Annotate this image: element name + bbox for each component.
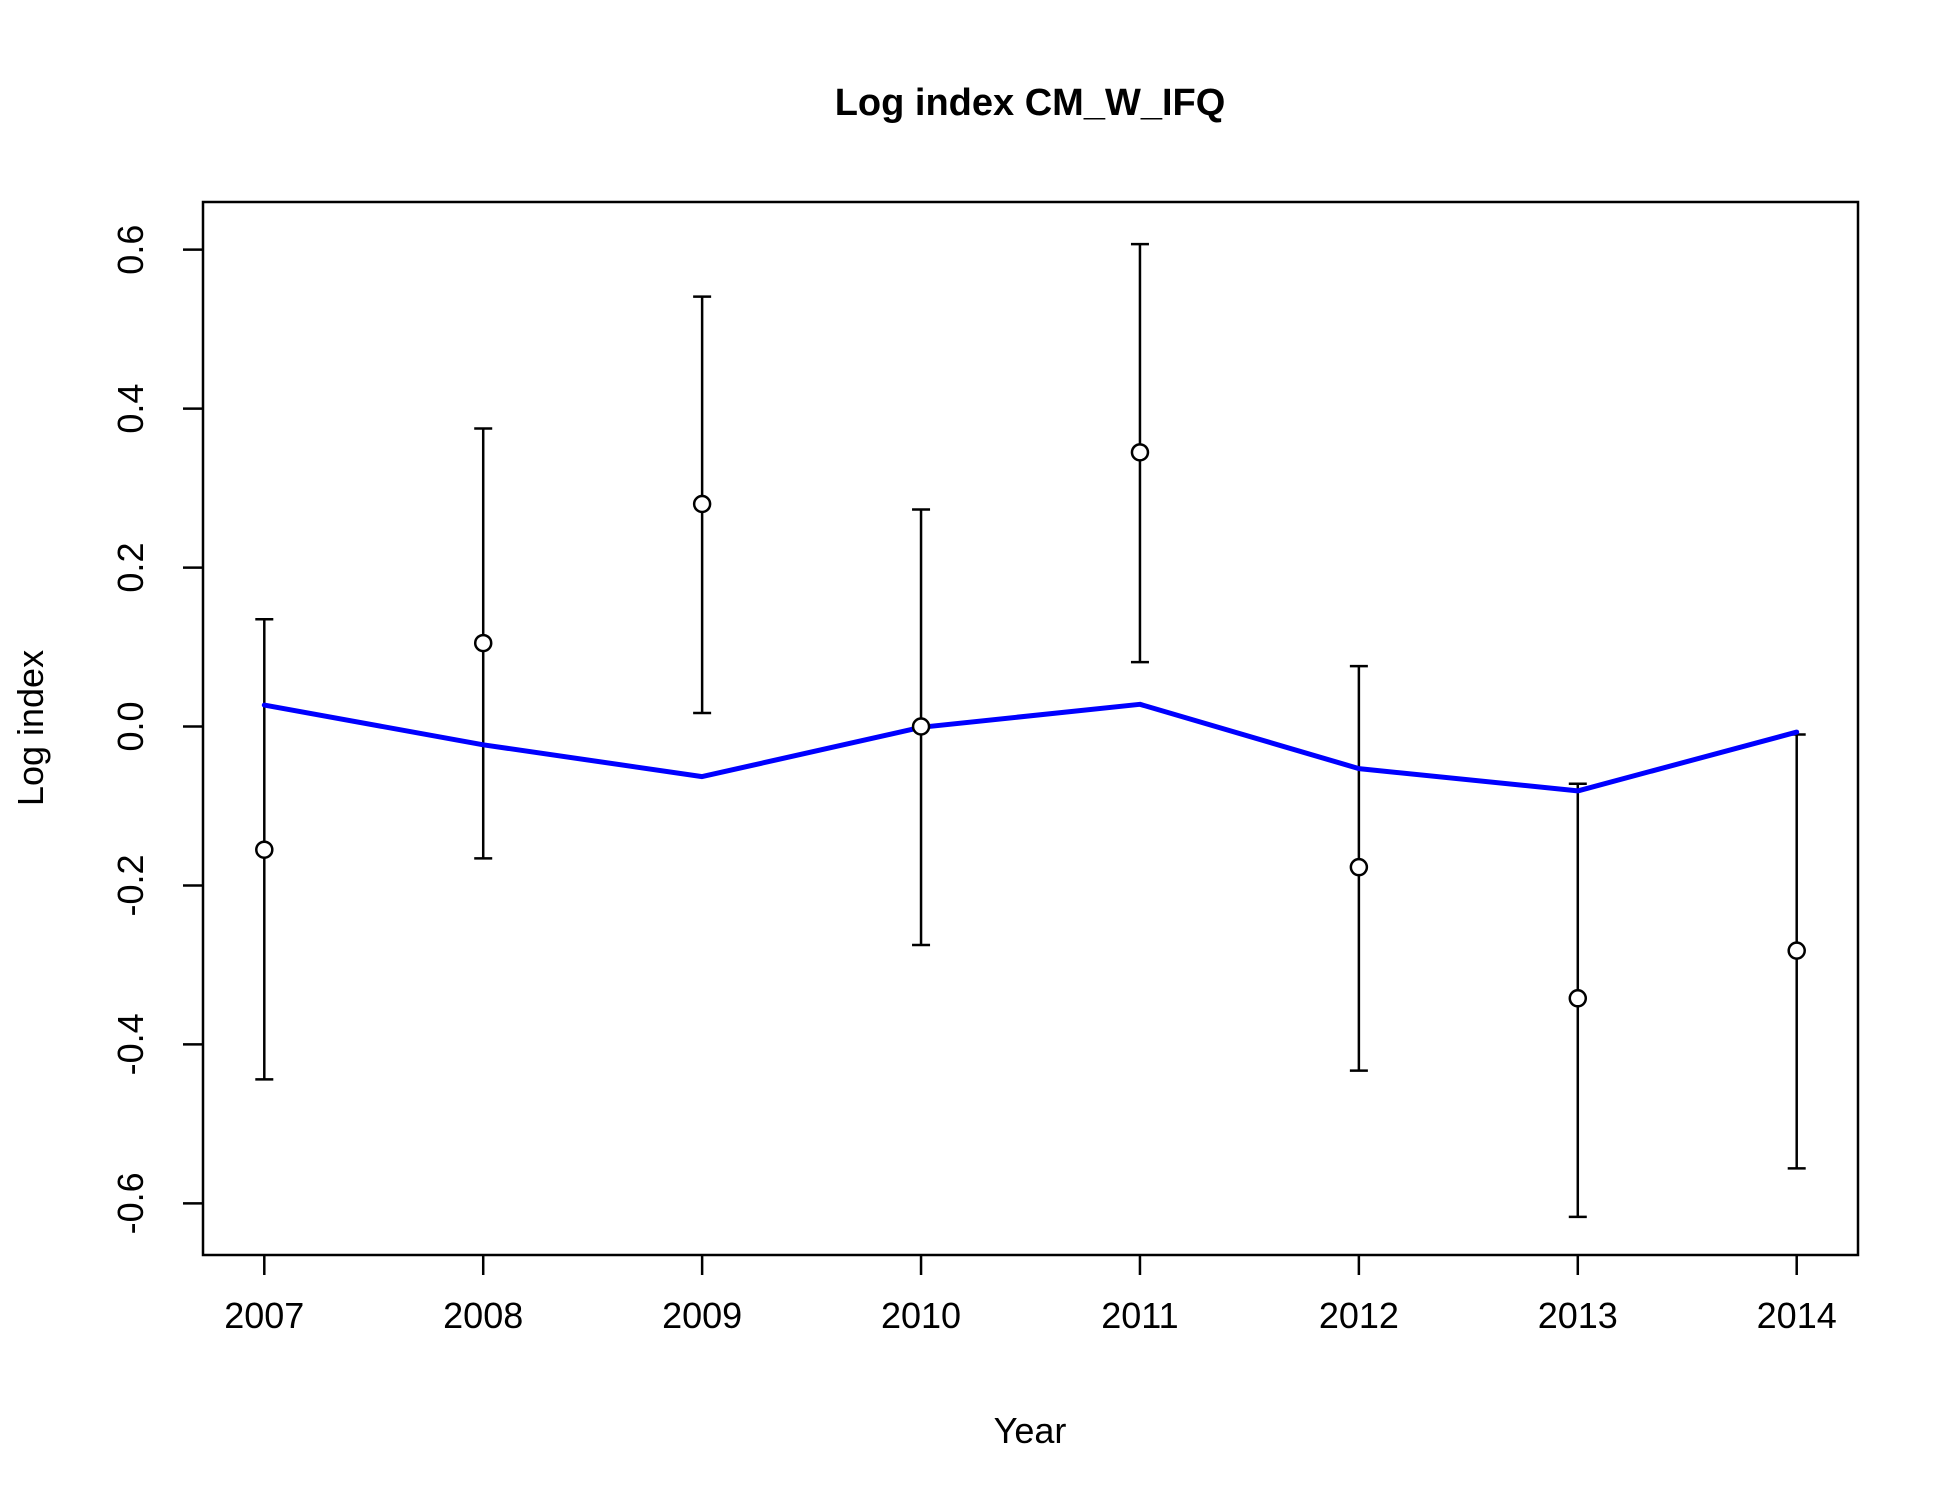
x-axis-label: Year [994, 1410, 1067, 1451]
y-tick-label-0.2: 0.2 [110, 543, 151, 593]
data-point-2010 [911, 717, 931, 736]
chart-title: Log index CM_W_IFQ [835, 82, 1226, 124]
error-bars [255, 242, 1806, 1219]
x-tick-label-2008: 2008 [443, 1295, 523, 1336]
x-axis: 2007 2008 2009 2010 2011 2012 2013 2014 [224, 1255, 1837, 1336]
x-tick-label-2012: 2012 [1319, 1295, 1399, 1336]
y-tick-label-0.0: 0.0 [110, 701, 151, 751]
x-tick-label-2011: 2011 [1101, 1295, 1178, 1336]
data-point-2011 [1130, 443, 1150, 462]
data-point-2013 [1568, 989, 1588, 1008]
data-point-2007 [255, 840, 274, 859]
x-tick-label-2010: 2010 [881, 1295, 961, 1336]
data-point-2012 [1349, 857, 1369, 877]
x-tick-label-2009: 2009 [662, 1295, 742, 1336]
data-point-2014 [1787, 941, 1806, 960]
y-tick-label--0.2: -0.2 [110, 854, 151, 916]
y-tick-label--0.4: -0.4 [110, 1013, 151, 1075]
fitted-line [261, 701, 1800, 794]
observed-points [255, 443, 1806, 1008]
y-tick-label-0.4: 0.4 [110, 384, 151, 434]
y-tick-label-0.6: 0.6 [110, 225, 151, 275]
plot-frame [201, 200, 1860, 1257]
data-point-2009 [692, 494, 712, 514]
y-axis-label: Log index [10, 650, 51, 806]
fitted-line-group [261, 701, 1800, 794]
x-tick-label-2007: 2007 [224, 1295, 304, 1336]
x-tick-label-2014: 2014 [1757, 1295, 1837, 1336]
x-tick-label-2013: 2013 [1538, 1295, 1618, 1336]
data-point-2008 [473, 633, 493, 653]
y-tick-label--0.6: -0.6 [110, 1172, 151, 1234]
y-axis: -0.6 -0.4 -0.2 0.0 0.2 0.4 0.6 [110, 225, 203, 1234]
